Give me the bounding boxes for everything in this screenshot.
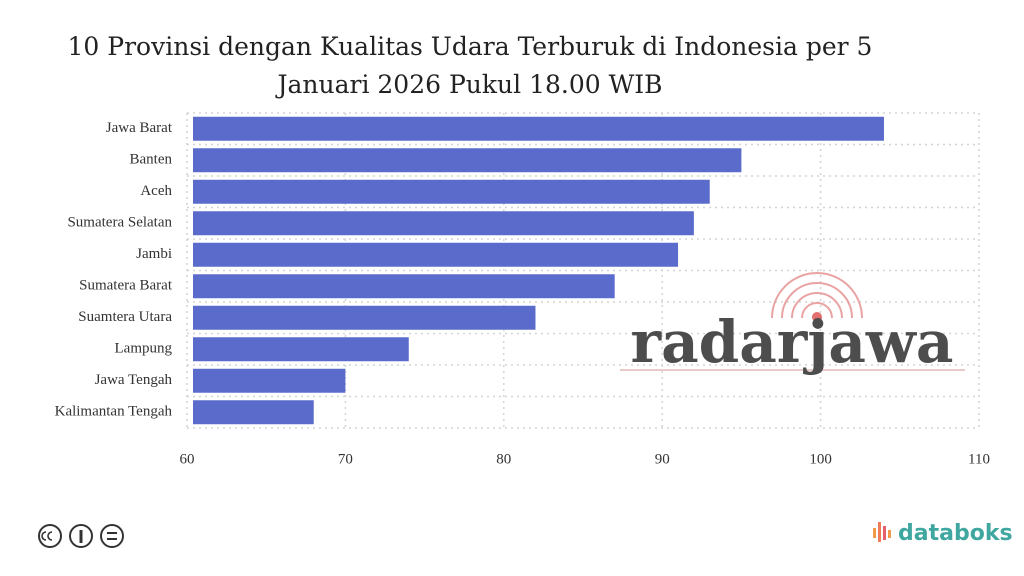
y-tick-label: Jawa Tengah <box>95 372 173 388</box>
databoks-logo: databoks <box>873 521 1013 546</box>
y-tick-label: Aceh <box>140 183 172 199</box>
x-tick-label: 90 <box>655 451 670 467</box>
bar <box>193 400 314 425</box>
y-tick-label: Lampung <box>115 341 173 357</box>
y-tick-label: Jambi <box>136 246 172 262</box>
x-tick-label: 60 <box>180 451 195 467</box>
bar <box>193 242 679 267</box>
x-tick-label: 110 <box>968 451 990 467</box>
y-tick-label: Suamtera Utara <box>78 309 172 325</box>
license-icons <box>38 524 124 548</box>
bar <box>193 274 615 299</box>
x-tick-label: 100 <box>809 451 832 467</box>
watermark: radarjawa <box>620 272 965 376</box>
y-tick-label: Sumatera Barat <box>79 278 173 294</box>
bar <box>193 337 409 362</box>
bar <box>193 148 742 173</box>
y-tick-label: Jawa Barat <box>106 120 173 136</box>
bar <box>193 116 884 141</box>
chart-title: 10 Provinsi dengan Kualitas Udara Terbur… <box>67 32 873 99</box>
x-tick-label: 70 <box>338 451 353 467</box>
y-tick-label: Banten <box>130 152 173 168</box>
bar <box>193 368 346 393</box>
source-logo: databoks <box>898 521 1013 546</box>
bar <box>193 179 710 204</box>
y-tick-label: Sumatera Selatan <box>67 215 172 231</box>
x-tick-label: 80 <box>496 451 511 467</box>
watermark-text: radarjawa <box>631 308 954 376</box>
y-tick-label: Kalimantan Tengah <box>55 404 173 420</box>
bar <box>193 211 694 236</box>
bar <box>193 305 536 330</box>
